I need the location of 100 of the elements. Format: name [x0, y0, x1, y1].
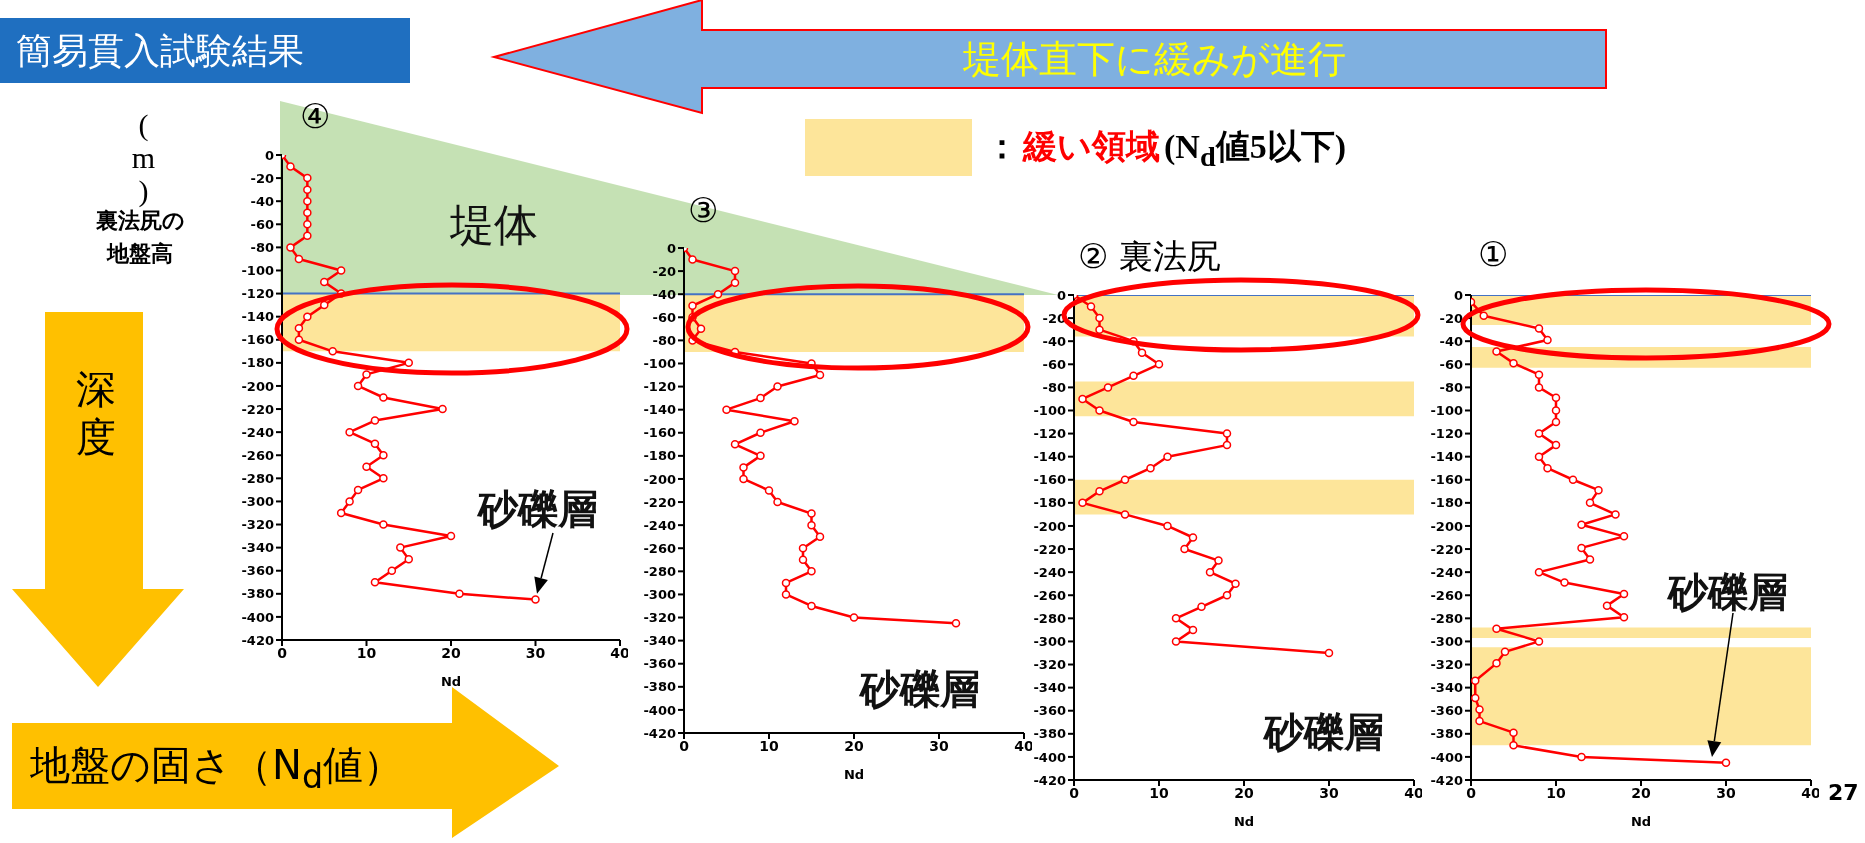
text: (N$_{d}$値5以下)	[1164, 127, 1346, 173]
y-tick-label: -360	[643, 656, 676, 672]
y-tick-label: -320	[643, 610, 676, 626]
x-tick-label: 0	[1069, 784, 1080, 801]
y-tick-label: -80	[652, 333, 676, 348]
y-tick-label: -220	[1430, 541, 1463, 557]
y-tick-label: -100	[643, 356, 676, 372]
y-tick-label: -280	[1033, 610, 1066, 626]
y-tick-label: -420	[1033, 772, 1066, 788]
y-tick-label: -20	[652, 263, 676, 279]
y-tick-label: -20	[1439, 310, 1463, 326]
y-tick-label: -120	[1430, 426, 1463, 442]
y-tick-label: -140	[643, 402, 676, 418]
y-tick-label: -200	[1033, 518, 1066, 534]
y-tick-label: 0	[1453, 287, 1463, 303]
y-tick-label: -80	[1439, 380, 1463, 395]
y-tick-label: -140	[1033, 449, 1066, 465]
x-tick-label: 10	[356, 644, 377, 661]
y-tick-label: -120	[241, 286, 274, 302]
y-tick-label: -100	[1033, 403, 1066, 419]
y-tick-label: -120	[1033, 426, 1066, 442]
y-tick-label: 0	[264, 147, 274, 163]
x-tick-label: 0	[277, 644, 288, 661]
y-tick-label: -260	[1430, 587, 1463, 603]
text: 簡易貫入試験結果	[0, 18, 410, 83]
y-tick-label: -40	[1042, 333, 1066, 349]
x-tick-label: 30	[525, 644, 546, 661]
y-tick-label: -240	[643, 517, 676, 533]
y-tick-label: -240	[241, 424, 274, 440]
y-tick-label: -260	[1033, 587, 1066, 603]
annotation: 砂礫層	[1668, 568, 1788, 617]
y-tick-label: -380	[643, 679, 676, 695]
y-tick-label: -160	[643, 425, 676, 441]
y-tick-label: -400	[1033, 749, 1066, 765]
y-tick-label: -320	[1033, 657, 1066, 673]
text: 裏法尻の地盤高	[95, 208, 185, 266]
y-tick-label: -340	[1033, 680, 1066, 696]
y-tick-label: -340	[1430, 680, 1463, 696]
y-tick-label: -360	[1430, 703, 1463, 719]
chart-title: ③	[688, 190, 719, 230]
annotation: 砂礫層	[478, 485, 598, 534]
y-tick-label: -60	[1042, 356, 1066, 372]
x-tick-label: 30	[1319, 784, 1339, 801]
y-tick-label: -220	[241, 401, 274, 417]
annotation: 砂礫層	[1264, 708, 1384, 757]
y-tick-label: -40	[250, 193, 274, 209]
y-tick-label: -40	[652, 286, 676, 302]
y-tick-label: 0	[1056, 287, 1066, 303]
y-tick-label: -180	[1430, 495, 1463, 511]
x-axis-title: Nd	[843, 767, 865, 782]
y-tick-label: -140	[241, 309, 274, 325]
x-tick-label: 20	[1631, 784, 1651, 801]
x-axis-title: Nd	[440, 674, 462, 689]
y-tick-label: -320	[1430, 657, 1463, 673]
x-tick-label: 20	[1234, 784, 1254, 801]
y-tick-label: -260	[643, 540, 676, 556]
y-tick-label: -180	[241, 355, 274, 371]
text: 27	[1828, 780, 1859, 805]
annotation: 砂礫層	[860, 665, 980, 714]
y-tick-label: -120	[643, 379, 676, 395]
chart-title: ④	[300, 96, 331, 136]
text: 深度	[76, 365, 117, 461]
y-tick-label: -200	[1430, 518, 1463, 534]
y-tick-label: -60	[652, 309, 676, 325]
x-tick-label: 30	[929, 737, 949, 754]
y-tick-label: -360	[241, 563, 274, 579]
y-tick-label: -300	[241, 494, 274, 510]
x-tick-label: 0	[1466, 784, 1477, 801]
y-tick-label: -380	[1033, 726, 1066, 742]
x-tick-label: 20	[441, 644, 461, 661]
y-tick-label: -280	[241, 470, 274, 486]
y-tick-label: -400	[643, 702, 676, 718]
y-tick-label: -220	[1033, 541, 1066, 557]
y-tick-label: -60	[250, 216, 274, 232]
y-tick-label: -80	[250, 240, 274, 255]
y-tick-label: -180	[1033, 495, 1066, 511]
y-tick-label: -200	[643, 471, 676, 487]
x-tick-label: 10	[1546, 784, 1566, 801]
y-tick-label: -60	[1439, 356, 1463, 372]
y-tick-label: -380	[1430, 726, 1463, 742]
y-tick-label: -220	[643, 494, 676, 510]
y-tick-label: -320	[241, 517, 274, 533]
y-tick-label: -160	[1033, 472, 1066, 488]
x-tick-label: 10	[1149, 784, 1169, 801]
x-axis-title: Nd	[1630, 814, 1652, 829]
y-tick-label: -360	[1033, 703, 1066, 719]
y-tick-label: -240	[1430, 564, 1463, 580]
x-tick-label: 0	[679, 737, 690, 754]
x-tick-label: 20	[844, 737, 864, 754]
chart-title: ② 裏法尻	[1078, 235, 1222, 278]
y-tick-label: -140	[1430, 449, 1463, 465]
text: ：	[985, 125, 1019, 168]
text: 地盤の固さ（N$_{d}$値）	[30, 741, 404, 796]
annotation: 堤体	[450, 198, 538, 252]
y-tick-label: -300	[1033, 634, 1066, 650]
y-tick-label: -240	[1033, 564, 1066, 580]
x-tick-label: 10	[759, 737, 779, 754]
y-tick-label: -300	[643, 587, 676, 603]
y-tick-label: -200	[241, 378, 274, 394]
y-tick-label: -420	[241, 632, 274, 648]
